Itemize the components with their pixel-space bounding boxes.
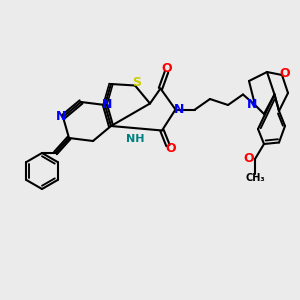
Text: O: O (166, 142, 176, 155)
Text: O: O (161, 62, 172, 75)
Text: S: S (132, 76, 141, 89)
Text: CH₃: CH₃ (245, 172, 265, 183)
Text: O: O (244, 152, 254, 166)
Text: N: N (174, 103, 184, 116)
Text: O: O (280, 67, 290, 80)
Text: N: N (56, 110, 66, 124)
Text: N: N (102, 98, 112, 112)
Text: NH: NH (126, 134, 144, 145)
Text: N: N (247, 98, 257, 112)
